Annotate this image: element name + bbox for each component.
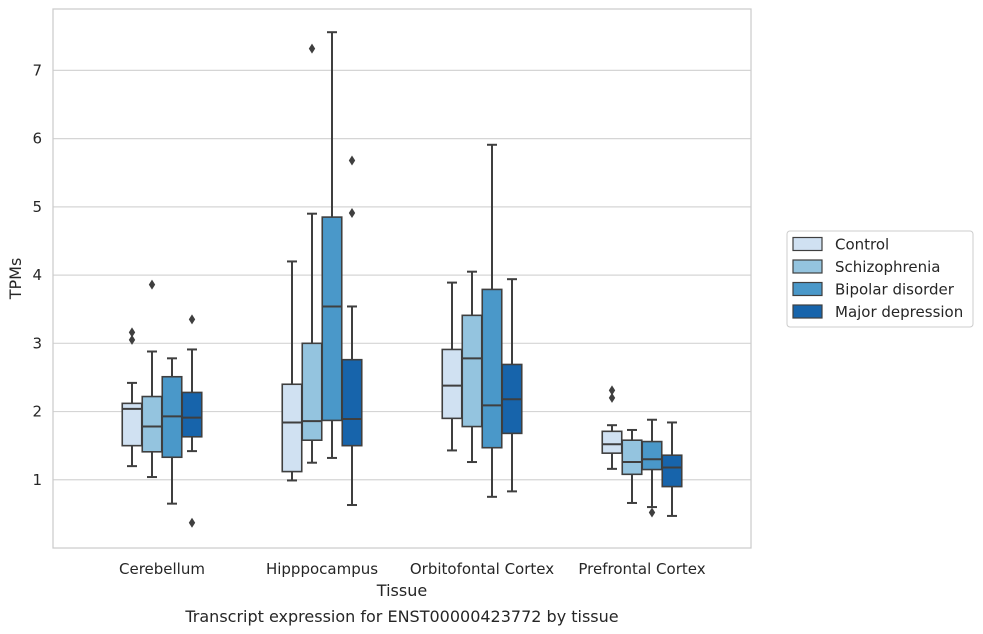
box-mark bbox=[601, 385, 623, 470]
box-mark bbox=[661, 421, 683, 517]
legend-swatch bbox=[792, 259, 823, 274]
x-tick-labels: Cerebellum Hipppocampus Orbitofontal Corte… bbox=[119, 560, 706, 578]
y-tick-label: 6 bbox=[32, 130, 42, 148]
box-body bbox=[641, 440, 663, 471]
outlier-point bbox=[188, 517, 196, 528]
outlier-point bbox=[348, 208, 356, 219]
series-schizophrenia bbox=[141, 43, 643, 504]
outlier-point bbox=[188, 314, 196, 325]
box-mark bbox=[181, 314, 203, 528]
x-tick-label: Hipppocampus bbox=[266, 560, 378, 578]
box-body bbox=[441, 348, 463, 420]
box-body bbox=[461, 314, 483, 428]
legend-item: Bipolar disorder bbox=[792, 281, 955, 299]
legend-label: Control bbox=[835, 236, 889, 254]
plot-frame bbox=[52, 8, 752, 549]
box-body bbox=[281, 383, 303, 473]
box-body bbox=[141, 395, 163, 453]
box-mark bbox=[281, 260, 303, 482]
box-body bbox=[341, 358, 363, 447]
box-mark bbox=[441, 281, 463, 452]
y-tick-label: 2 bbox=[32, 403, 42, 421]
chart-caption: Transcript expression for ENST0000042377… bbox=[184, 607, 618, 626]
box-mark bbox=[301, 43, 323, 464]
outlier-point bbox=[608, 385, 616, 396]
box-body bbox=[601, 430, 623, 454]
box-series bbox=[121, 31, 683, 528]
legend-frame bbox=[786, 230, 974, 328]
box-body bbox=[321, 216, 343, 422]
outlier-point bbox=[148, 279, 156, 290]
box-body bbox=[181, 391, 203, 438]
legend-swatch bbox=[792, 304, 823, 319]
outlier-point bbox=[128, 327, 136, 338]
box-body bbox=[481, 288, 503, 449]
box-mark bbox=[341, 155, 363, 507]
box-body bbox=[621, 439, 643, 476]
y-tick-label: 3 bbox=[32, 334, 42, 352]
series-control bbox=[121, 260, 623, 482]
outlier-point bbox=[648, 507, 656, 518]
y-axis-label: TPMs bbox=[6, 258, 25, 301]
box-mark bbox=[621, 428, 643, 504]
legend-label: Major depression bbox=[835, 303, 963, 321]
y-tick-label: 1 bbox=[32, 471, 42, 489]
outlier-point bbox=[308, 43, 316, 54]
legend-label: Schizophrenia bbox=[835, 258, 940, 276]
y-tick-label: 7 bbox=[32, 61, 42, 79]
x-tick-label: Orbitofontal Cortex bbox=[410, 560, 554, 578]
box-mark bbox=[161, 357, 183, 505]
x-axis-label: Tissue bbox=[376, 581, 427, 600]
legend-item: Schizophrenia bbox=[792, 258, 940, 276]
series-major-depression bbox=[181, 155, 683, 528]
box-body bbox=[661, 454, 683, 488]
box-mark bbox=[121, 327, 143, 468]
box-body bbox=[301, 342, 323, 442]
box-mark bbox=[501, 278, 523, 493]
x-tick-label: Prefrontal Cortex bbox=[578, 560, 705, 578]
y-tick-label: 4 bbox=[32, 266, 42, 284]
outlier-point bbox=[348, 155, 356, 166]
outlier-point bbox=[128, 334, 136, 345]
legend-item: Major depression bbox=[792, 303, 963, 321]
outlier-point bbox=[608, 392, 616, 403]
legend-item: Control bbox=[792, 236, 889, 254]
legend-swatch bbox=[792, 281, 823, 297]
box-mark bbox=[481, 143, 503, 498]
legend: Control Schizophrenia Bipolar disorder Majo… bbox=[786, 230, 974, 328]
box-mark bbox=[321, 31, 343, 459]
legend-swatch bbox=[792, 236, 823, 252]
box-mark bbox=[141, 279, 163, 479]
x-tick-label: Cerebellum bbox=[119, 560, 205, 578]
y-tick-labels: 1 2 3 4 5 6 7 bbox=[32, 61, 42, 488]
legend-label: Bipolar disorder bbox=[835, 281, 955, 299]
y-tick-label: 5 bbox=[32, 198, 42, 216]
box-mark bbox=[461, 270, 483, 464]
box-mark bbox=[641, 418, 663, 518]
